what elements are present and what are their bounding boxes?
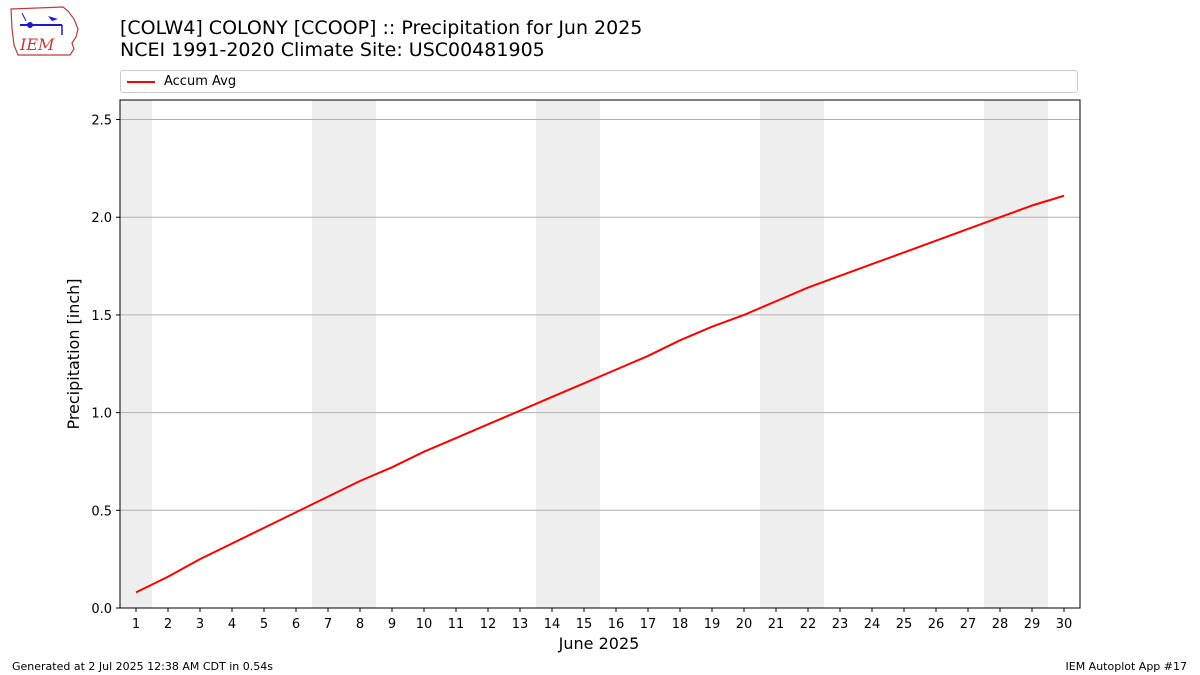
x-tick-label: 14 (544, 617, 561, 632)
weekend-band-day-29 (1016, 100, 1048, 608)
legend-swatch-accum-avg (127, 81, 155, 83)
x-tick-label: 28 (992, 617, 1009, 632)
x-tick-label: 25 (896, 617, 913, 632)
y-tick-label: 0.5 (91, 504, 112, 519)
x-tick-label: 9 (388, 617, 396, 632)
series-line-accum-avg (135, 194, 1065, 594)
x-tick-label: 16 (608, 617, 625, 632)
x-tick-label: 8 (356, 617, 364, 632)
weekend-band-day-21 (760, 100, 792, 608)
x-tick-label: 3 (196, 617, 204, 632)
svg-text:IEM: IEM (19, 35, 55, 54)
plot-area-frame (119, 99, 1081, 609)
y-tick-label: 2.0 (91, 211, 112, 226)
weekend-band-day-28 (984, 100, 1016, 608)
y-tick-label: 0.0 (91, 602, 112, 617)
x-axis-ticks: 1 2 3 4 5 6 7 8 9 10 11 12 13 14 15 16 17 18 19 20 21 22 23 24 2… (132, 608, 1072, 632)
x-tick-label: 13 (512, 617, 529, 632)
x-tick-label: 20 (736, 617, 753, 632)
legend-label-accum-avg: Accum Avg (164, 74, 237, 89)
x-tick-label: 12 (480, 617, 497, 632)
x-tick-label: 10 (416, 617, 433, 632)
x-tick-label: 19 (704, 617, 721, 632)
y-tick-label: 1.0 (91, 407, 112, 422)
x-tick-label: 24 (864, 617, 881, 632)
iowa-map-icon: IEM (10, 6, 79, 56)
generated-timestamp: Generated at 2 Jul 2025 12:38 AM CDT in … (12, 660, 273, 673)
y-tick-label: 1.5 (91, 309, 112, 324)
chart-title: [COLW4] COLONY [CCOOP] :: Precipitation … (120, 17, 643, 39)
x-tick-label: 5 (260, 617, 268, 632)
x-tick-label: 11 (448, 617, 465, 632)
x-tick-label: 29 (1024, 617, 1041, 632)
weekend-band-day-14 (536, 100, 568, 608)
x-axis-label: June 2025 (558, 634, 640, 653)
x-tick-label: 18 (672, 617, 689, 632)
weekend-band-day-8 (344, 100, 376, 608)
x-tick-label: 15 (576, 617, 593, 632)
chart-subtitle: NCEI 1991-2020 Climate Site: USC00481905 (120, 39, 545, 61)
x-tick-label: 23 (832, 617, 849, 632)
app-credit: IEM Autoplot App #17 (1065, 660, 1188, 673)
y-gridlines (120, 119, 1080, 511)
y-axis-label: Precipitation [inch] (64, 278, 83, 429)
y-axis-ticks: 0.0 0.5 1.0 1.5 2.0 2.5 (91, 114, 120, 617)
weekend-bands (120, 100, 1048, 608)
weekend-band-day-15 (568, 100, 600, 608)
weekend-band-day-7 (312, 100, 344, 608)
legend: Accum Avg (120, 70, 1078, 93)
x-tick-label: 4 (228, 617, 236, 632)
weekend-band-day-1 (120, 100, 152, 608)
x-tick-label: 22 (800, 617, 817, 632)
x-tick-label: 7 (324, 617, 332, 632)
x-tick-label: 2 (164, 617, 172, 632)
x-tick-label: 30 (1056, 617, 1073, 632)
x-tick-label: 6 (292, 617, 300, 632)
iem-logo: IEM (8, 5, 80, 59)
x-tick-label: 21 (768, 617, 785, 632)
x-tick-label: 27 (960, 617, 977, 632)
x-tick-label: 26 (928, 617, 945, 632)
weekend-band-day-22 (792, 100, 824, 608)
x-tick-label: 1 (132, 617, 140, 632)
y-tick-label: 2.5 (91, 114, 112, 129)
x-tick-label: 17 (640, 617, 657, 632)
series-layer (135, 194, 1065, 594)
